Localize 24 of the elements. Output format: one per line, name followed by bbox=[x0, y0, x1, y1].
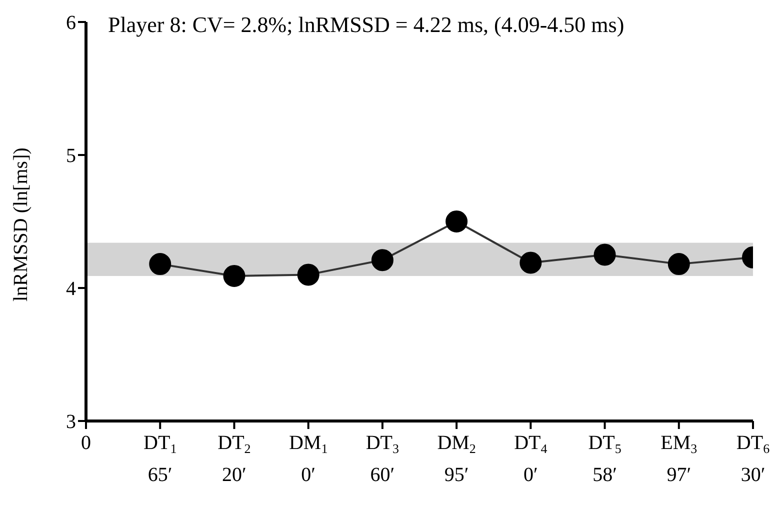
point bbox=[668, 253, 690, 276]
point bbox=[371, 249, 394, 272]
x-tick-label: DM$_{2}$ 95′ bbox=[437, 432, 476, 486]
y-tick-label: 6 bbox=[66, 12, 76, 34]
x-tick-label: DT$_{1}$ 65′ bbox=[144, 432, 177, 486]
point bbox=[446, 210, 468, 232]
y-tick-label: 3 bbox=[66, 411, 76, 434]
x-tick-label: DT$_{2}$ 20′ bbox=[218, 432, 251, 486]
point bbox=[520, 252, 542, 274]
x-tick-label: EM$_{3}$ 97′ bbox=[660, 432, 698, 486]
x-tick-label: DT$_{3}$ 60′ bbox=[366, 432, 400, 486]
x-tick-label: DT$_{4}$ 0′ bbox=[514, 432, 548, 486]
point bbox=[594, 244, 616, 266]
y-axis-title: lnRMSSD (ln[ms]) bbox=[10, 148, 32, 302]
x-tick-label: DM$_{1}$ 0′ bbox=[288, 432, 328, 486]
x-tick-label: DT$_{5}$ 58′ bbox=[588, 432, 622, 486]
chart-title: Player 8: CV= 2.8%; lnRMSSD = 4.22 ms, (4.09-4.50 ms) bbox=[108, 12, 624, 38]
point bbox=[149, 253, 172, 276]
y-tick-label: 4 bbox=[66, 278, 76, 300]
x-tick-label: 0 bbox=[81, 432, 91, 454]
y-tick-label: 5 bbox=[66, 145, 76, 168]
point bbox=[297, 264, 320, 286]
x-tick-label: DT$_{6}$ 30′ bbox=[736, 432, 770, 486]
point bbox=[223, 265, 246, 288]
